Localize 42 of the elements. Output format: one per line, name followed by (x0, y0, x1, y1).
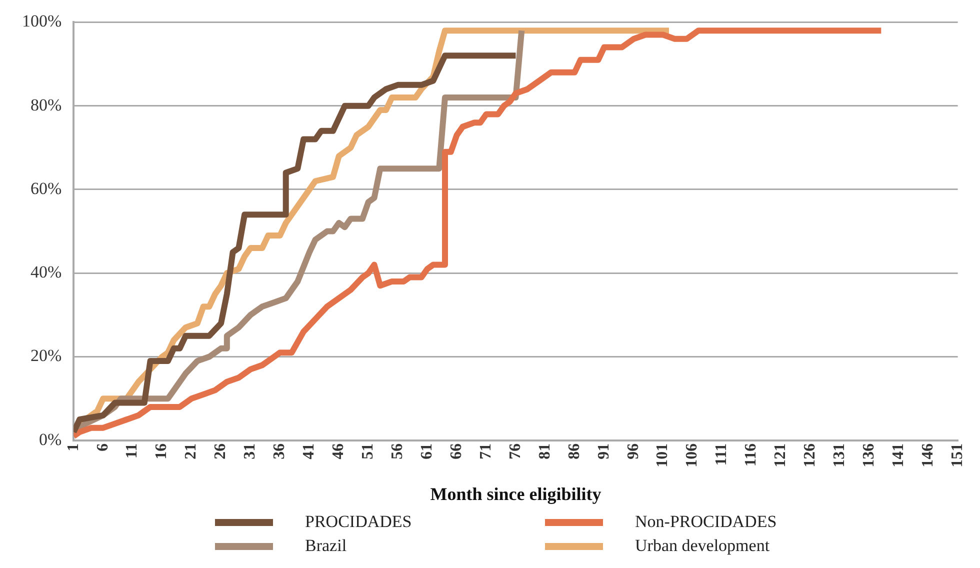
legend-label: Brazil (305, 536, 347, 556)
x-tick-label: 121 (772, 443, 790, 468)
x-tick-label: 11 (124, 443, 141, 459)
x-tick-label: 71 (477, 443, 494, 460)
x-tick-label: 141 (890, 443, 907, 468)
x-tick-label: 126 (802, 443, 819, 468)
x-tick-label: 1 (64, 443, 82, 452)
x-tick-label: 111 (713, 443, 730, 466)
x-tick-label: 26 (212, 443, 230, 460)
x-tick-label: 46 (330, 443, 348, 460)
x-tick-label: 106 (684, 443, 701, 468)
y-tick-label: 60% (30, 178, 62, 198)
legend-label: Urban development (635, 536, 770, 556)
y-tick-label: 40% (30, 262, 62, 282)
x-tick-label: 61 (418, 443, 436, 460)
x-tick-label: 131 (831, 443, 848, 468)
x-tick-label: 41 (300, 443, 318, 460)
y-tick-label: 100% (22, 12, 62, 31)
legend-label: PROCIDADES (305, 512, 412, 532)
y-tick-label: 80% (30, 95, 62, 114)
x-tick-label: 51 (360, 443, 377, 460)
x-tick-label: 66 (448, 443, 465, 460)
x-axis-title: Month since eligibility (430, 484, 602, 504)
x-tick-label: 101 (654, 443, 672, 468)
x-tick-label: 151 (948, 443, 966, 468)
x-tick-label: 146 (919, 443, 936, 468)
x-tick-label: 16 (153, 443, 170, 460)
x-tick-label: 36 (271, 443, 288, 460)
x-tick-label: 96 (624, 443, 642, 460)
x-tick-label: 116 (742, 443, 760, 467)
y-tick-label: 20% (30, 346, 62, 366)
x-tick-label: 31 (242, 443, 259, 460)
x-tick-label: 21 (182, 443, 200, 460)
x-tick-label: 6 (94, 443, 112, 452)
x-tick-label: 56 (388, 443, 406, 460)
x-tick-label: 91 (595, 443, 612, 460)
x-tick-label: 81 (536, 443, 554, 460)
x-tick-label: 86 (566, 443, 583, 460)
x-tick-label: 136 (860, 443, 878, 468)
legend-label: Non-PROCIDADES (635, 512, 777, 532)
x-tick-label: 76 (506, 443, 524, 460)
y-tick-label: 0% (38, 430, 62, 449)
